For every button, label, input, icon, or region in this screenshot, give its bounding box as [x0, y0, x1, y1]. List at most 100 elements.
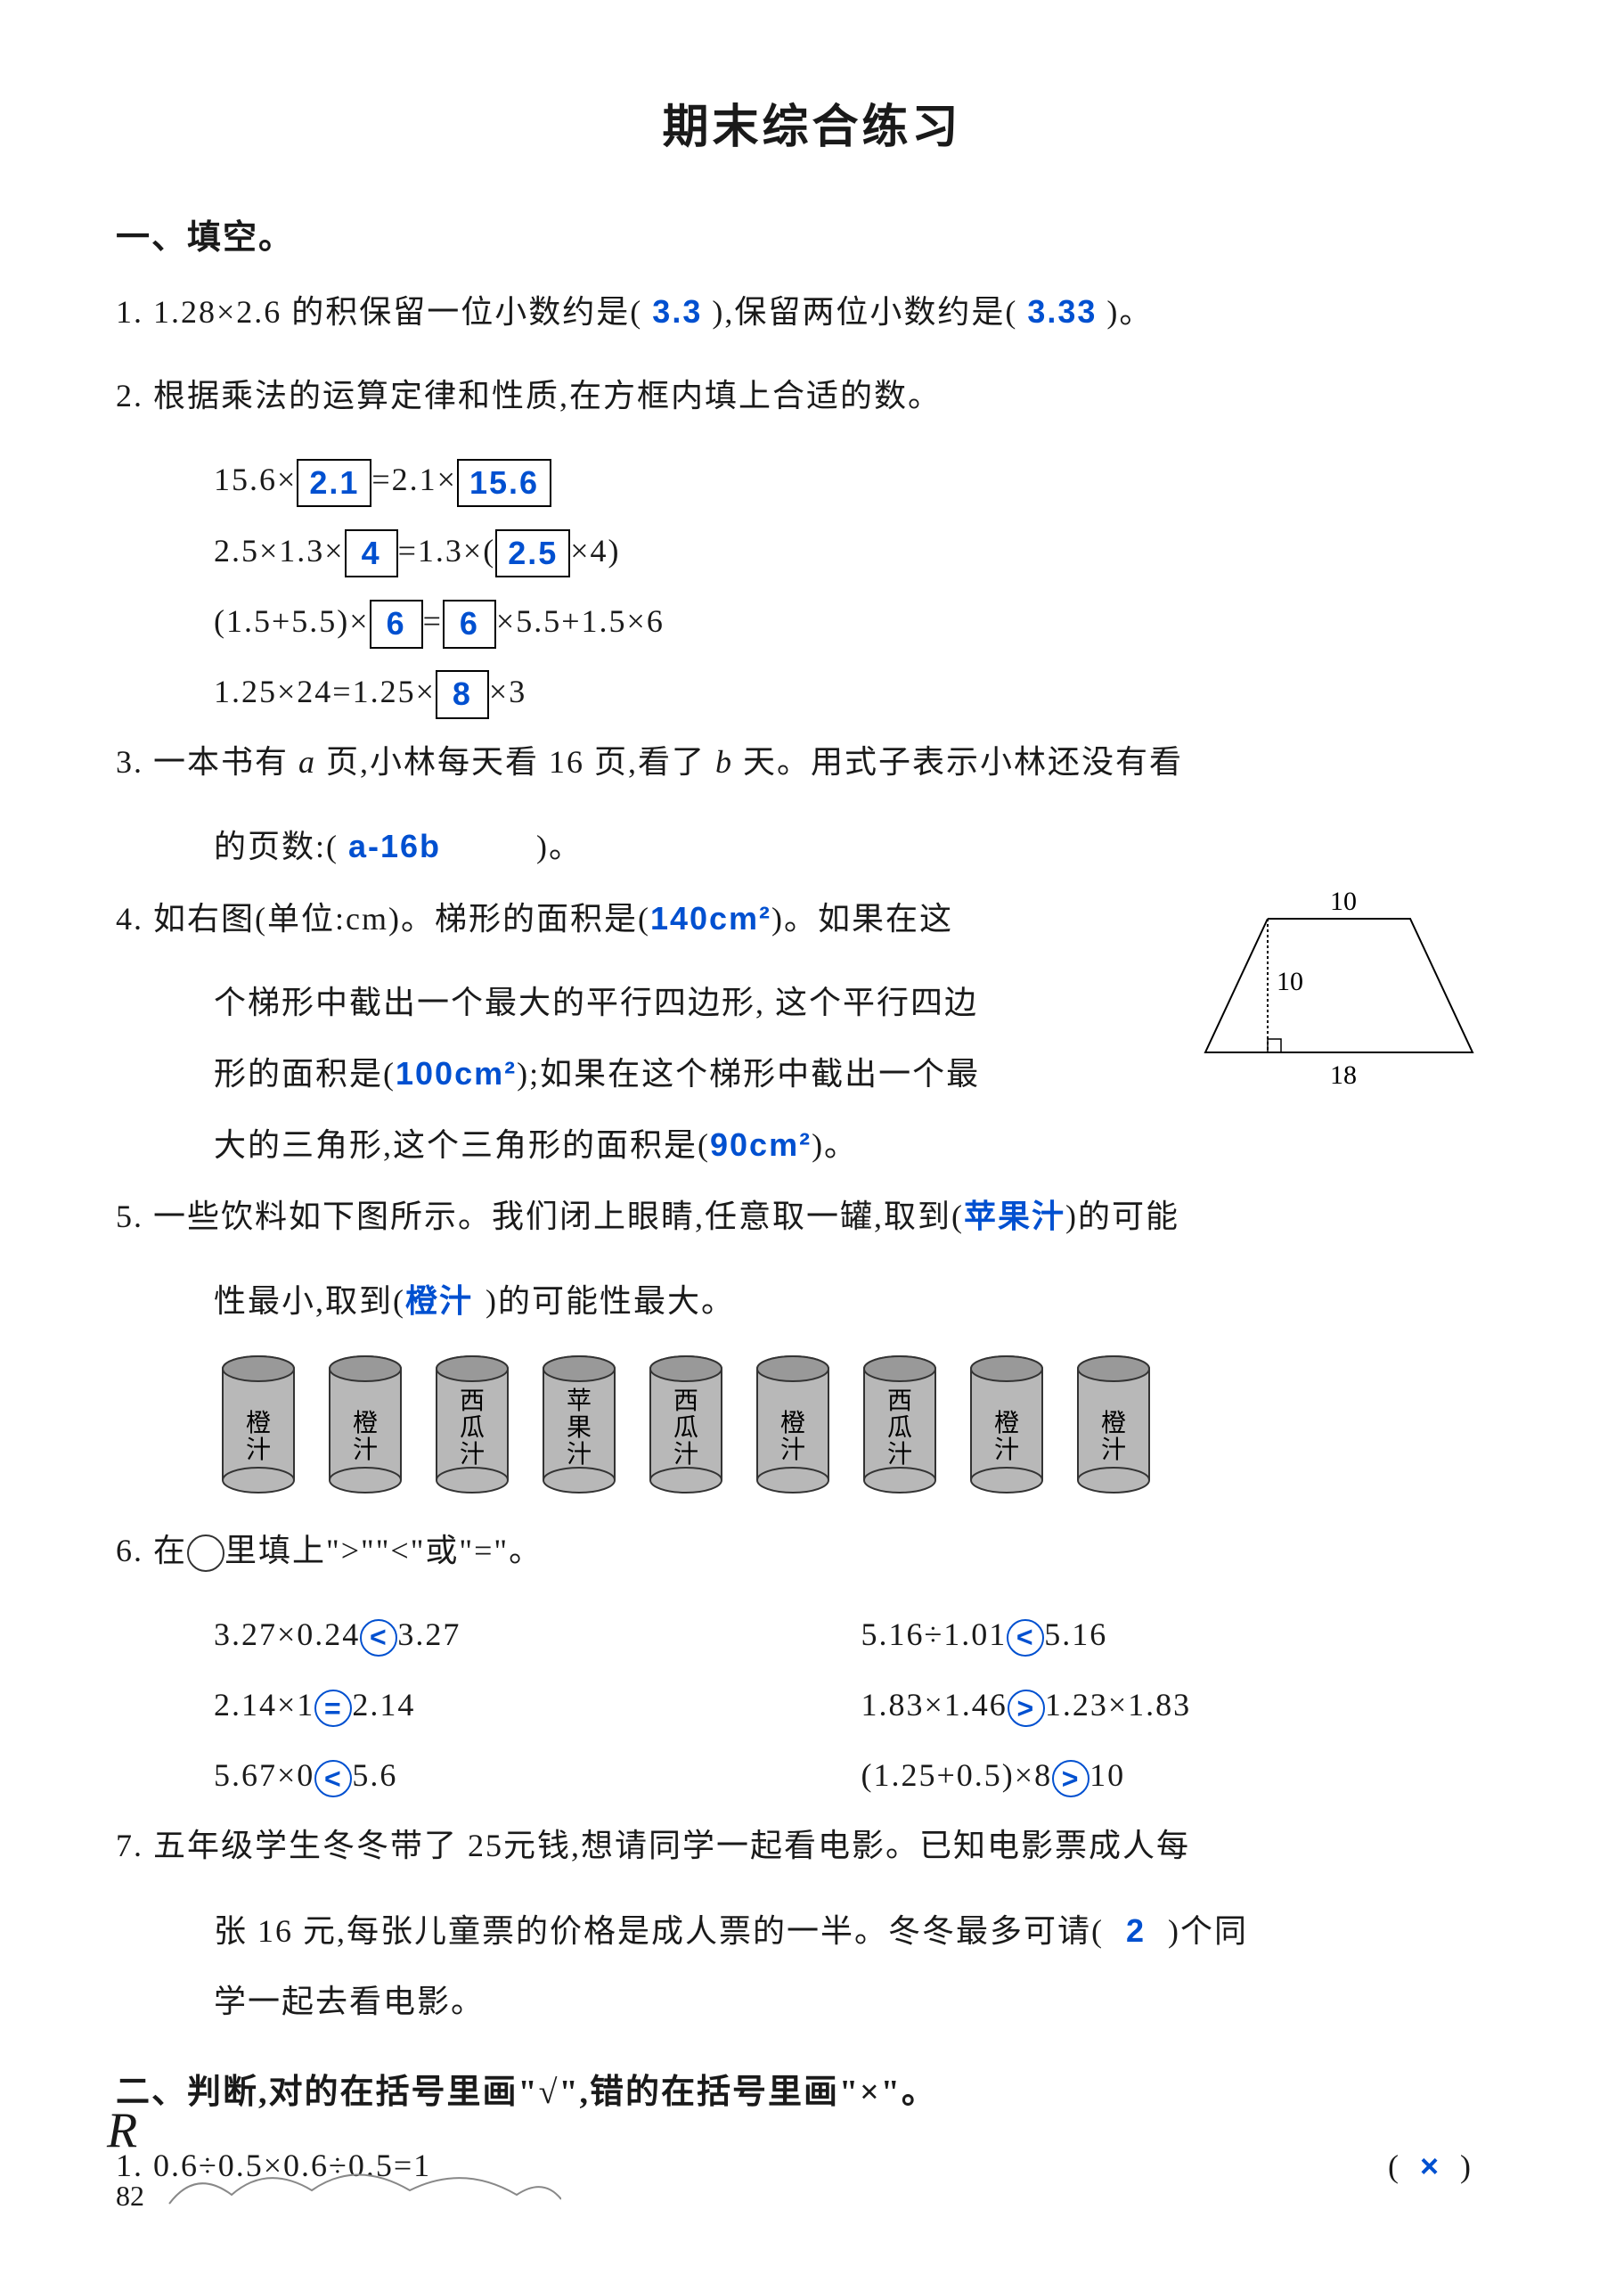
r-logo-icon: R [107, 2102, 137, 2159]
q6-r2-left-ans: < [314, 1760, 352, 1797]
q1-answer-b: 3.33 [1027, 293, 1097, 330]
q7-l3: 学一起去看电影。 [116, 1967, 1508, 2037]
q4-b: )。如果在这 [771, 901, 953, 937]
q6-r0-right-ans: < [1007, 1619, 1044, 1657]
cloud-decoration-icon [160, 2150, 561, 2222]
can-5: 橙汁 [748, 1351, 837, 1493]
q3-b: 页,小林每天看 16 页,看了 [316, 744, 715, 780]
svg-text:西瓜汁: 西瓜汁 [887, 1387, 912, 1469]
q1-text-a: 1.28×2.6 的积保留一位小数约是( [153, 294, 642, 330]
q3-num: 3. [116, 744, 143, 780]
q4-ans-a: 140cm² [650, 900, 771, 937]
section-2-header: 二、判断,对的在括号里画"√",错的在括号里画"×"。 [116, 2064, 1508, 2113]
page-number: 82 [116, 2180, 144, 2213]
can-1: 橙汁 [321, 1351, 410, 1493]
q6-r0-left-ans: < [360, 1619, 397, 1657]
question-4-container: 10 10 18 4. 如右图(单位:cm)。梯形的面积是(140cm²)。如果… [116, 883, 1508, 1182]
q4-e: );如果在这个梯形中截出一个最 [517, 1056, 980, 1092]
q2-l3-ans1: 6 [370, 600, 423, 648]
q7-a: 五年级学生冬冬带了 25元钱,想请同学一起看电影。已知电影票成人每 [153, 1828, 1190, 1863]
svg-text:苹果汁: 苹果汁 [567, 1387, 592, 1469]
q6-r1-right-ans: > [1008, 1690, 1045, 1727]
q2-l4-b: ×3 [489, 674, 526, 709]
q6-row-2: 5.67×0<5.6 (1.25+0.5)×8>10 [116, 1740, 1508, 1811]
can-6: 西瓜汁 [855, 1351, 944, 1493]
q4-l4: 大的三角形,这个三角形的面积是(90cm²)。 [116, 1109, 1508, 1181]
q4-g: )。 [812, 1127, 858, 1163]
q2-l2-a: 2.5×1.3× [214, 533, 345, 569]
q2-l3-ans2: 6 [443, 600, 496, 648]
q2-l2-ans2: 2.5 [495, 529, 570, 577]
q7-b: 张 16 元,每张儿童票的价格是成人票的一半。冬冬最多可请( [214, 1913, 1104, 1949]
can-4: 西瓜汁 [641, 1351, 730, 1493]
q6-row-1-left: 2.14×1=2.14 [214, 1670, 861, 1740]
q6-r2-right-ans: > [1052, 1760, 1089, 1797]
q3-a: 一本书有 [153, 744, 298, 780]
q6-row-0-left: 3.27×0.24<3.27 [214, 1600, 861, 1670]
q6-r1-left-ans: = [314, 1690, 352, 1727]
q5-c: 性最小,取到( [214, 1283, 405, 1319]
trap-height: 10 [1277, 967, 1303, 996]
q4-ans-b: 100cm² [396, 1055, 517, 1092]
q1-answer-a: 3.3 [652, 293, 702, 330]
question-5: 5. 一些饮料如下图所示。我们闭上眼睛,任意取一罐,取到(苹果汁)的可能 [116, 1181, 1508, 1252]
q2-l2-ans1: 4 [345, 529, 398, 577]
trap-bottom: 18 [1330, 1060, 1357, 1090]
q5-b: )的可能 [1065, 1199, 1179, 1234]
q7-num: 7. [116, 1828, 143, 1863]
q4-d: 形的面积是( [214, 1056, 396, 1092]
svg-text:橙汁: 橙汁 [994, 1409, 1019, 1464]
q3-d: 的页数:( [214, 829, 339, 864]
svg-text:橙汁: 橙汁 [1101, 1409, 1126, 1464]
q3-c: 天。用式子表示小林还没有看 [733, 744, 1183, 780]
page-title: 期末综合练习 [116, 89, 1508, 156]
j1-answer: × [1420, 2148, 1440, 2184]
q1-text-c: )。 [1106, 294, 1153, 330]
q2-line1: 15.6×2.1=2.1×15.6 [116, 445, 1508, 515]
q2-l2-c: ×4) [570, 533, 620, 569]
svg-text:西瓜汁: 西瓜汁 [460, 1387, 485, 1469]
section-1-header: 一、填空。 [116, 209, 1508, 258]
question-7: 7. 五年级学生冬冬带了 25元钱,想请同学一起看电影。已知电影票成人每 [116, 1811, 1508, 1881]
q3-e: )。 [536, 829, 583, 864]
q4-f: 大的三角形,这个三角形的面积是( [214, 1127, 710, 1163]
q6-intro2: 里填上">""<"或"="。 [224, 1533, 543, 1568]
q6-num: 6. [116, 1533, 143, 1568]
q2-l4-ans1: 8 [436, 670, 489, 718]
worksheet-page: 期末综合练习 一、填空。 1. 1.28×2.6 的积保留一位小数约是( 3.3… [116, 89, 1508, 2201]
q3-var-a: a [298, 744, 316, 780]
q3-line2: 的页数:( a-16b )。 [116, 811, 1508, 882]
svg-text:橙汁: 橙汁 [353, 1409, 378, 1464]
q2-l4-a: 1.25×24=1.25× [214, 674, 436, 709]
can-0: 橙汁 [214, 1351, 303, 1493]
q2-l3-c: ×5.5+1.5×6 [496, 603, 665, 639]
q2-line4: 1.25×24=1.25×8×3 [116, 657, 1508, 727]
q5-a: 一些饮料如下图所示。我们闭上眼睛,任意取一罐,取到( [153, 1199, 964, 1234]
svg-text:橙汁: 橙汁 [780, 1409, 805, 1464]
q4-a: 如右图(单位:cm)。梯形的面积是( [153, 901, 650, 937]
q7-l2: 张 16 元,每张儿童票的价格是成人票的一半。冬冬最多可请( 2 )个同 [116, 1895, 1508, 1967]
question-2: 2. 根据乘法的运算定律和性质,在方框内填上合适的数。 [116, 361, 1508, 431]
q2-l3-b: = [423, 603, 443, 639]
q6-row-0: 3.27×0.24<3.27 5.16÷1.01<5.16 [116, 1600, 1508, 1670]
q4-num: 4. [116, 901, 143, 937]
q2-l2-b: =1.3×( [398, 533, 496, 569]
can-8: 橙汁 [1069, 1351, 1158, 1493]
q7-c: )个同 [1168, 1913, 1248, 1949]
q2-l1-a: 15.6× [214, 462, 297, 497]
q2-l3-a: (1.5+5.5)× [214, 603, 370, 639]
can-3: 苹果汁 [535, 1351, 624, 1493]
q2-l1-b: =2.1× [371, 462, 457, 497]
q5-ans-b: 橙汁 [405, 1265, 486, 1336]
trapezoid-diagram: 10 10 18 [1187, 892, 1490, 1097]
q1-num: 1. [116, 294, 143, 330]
q5-d: )的可能性最大。 [486, 1283, 735, 1319]
trap-top: 10 [1330, 892, 1357, 916]
j1-paren: ( × ) [1441, 2131, 1473, 2202]
question-6: 6. 在里填上">""<"或"="。 [116, 1516, 1508, 1586]
question-3: 3. 一本书有 a 页,小林每天看 16 页,看了 b 天。用式子表示小林还没有… [116, 727, 1508, 798]
q2-l1-ans1: 2.1 [297, 459, 371, 507]
svg-text:西瓜汁: 西瓜汁 [673, 1387, 698, 1469]
question-1: 1. 1.28×2.6 的积保留一位小数约是( 3.3 ),保留两位小数约是( … [116, 276, 1508, 348]
q5-l2: 性最小,取到(橙汁)的可能性最大。 [116, 1265, 1508, 1337]
